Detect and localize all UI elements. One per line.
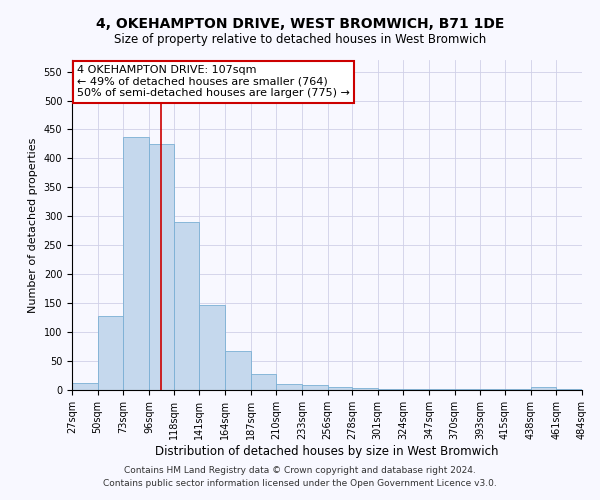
Text: Contains HM Land Registry data © Crown copyright and database right 2024.
Contai: Contains HM Land Registry data © Crown c… bbox=[103, 466, 497, 487]
Bar bbox=[124, 137, 149, 390]
Bar bbox=[72, 383, 98, 390]
Bar bbox=[173, 222, 199, 390]
Bar bbox=[302, 386, 328, 390]
Text: 4, OKEHAMPTON DRIVE, WEST BROMWICH, B71 1DE: 4, OKEHAMPTON DRIVE, WEST BROMWICH, B71 … bbox=[96, 18, 504, 32]
Bar bbox=[225, 350, 251, 390]
Text: 4 OKEHAMPTON DRIVE: 107sqm
← 49% of detached houses are smaller (764)
50% of sem: 4 OKEHAMPTON DRIVE: 107sqm ← 49% of deta… bbox=[77, 65, 350, 98]
Bar bbox=[251, 374, 276, 390]
X-axis label: Distribution of detached houses by size in West Bromwich: Distribution of detached houses by size … bbox=[155, 444, 499, 458]
Bar bbox=[530, 386, 556, 390]
Bar bbox=[199, 305, 225, 390]
Y-axis label: Number of detached properties: Number of detached properties bbox=[28, 138, 38, 312]
Bar bbox=[149, 144, 173, 390]
Bar bbox=[276, 384, 302, 390]
Bar bbox=[352, 388, 378, 390]
Bar bbox=[328, 387, 352, 390]
Bar bbox=[98, 316, 124, 390]
Text: Size of property relative to detached houses in West Bromwich: Size of property relative to detached ho… bbox=[114, 32, 486, 46]
